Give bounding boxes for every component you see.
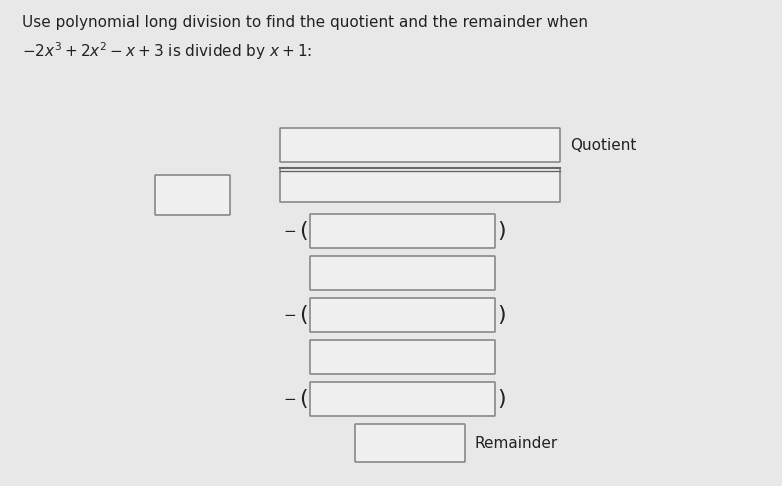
FancyBboxPatch shape [155,175,230,215]
Text: (: ( [300,221,308,241]
Text: Use polynomial long division to find the quotient and the remainder when: Use polynomial long division to find the… [22,15,588,30]
FancyBboxPatch shape [310,340,495,374]
FancyBboxPatch shape [280,128,560,162]
Text: ): ) [497,221,506,241]
FancyBboxPatch shape [280,168,560,202]
FancyBboxPatch shape [355,424,465,462]
Text: (: ( [300,389,308,409]
Text: $-2x^3 + 2x^2 - x + 3$ is divided by $x + 1$:: $-2x^3 + 2x^2 - x + 3$ is divided by $x … [22,40,312,62]
Text: −: − [283,308,296,323]
FancyBboxPatch shape [310,382,495,416]
Text: ): ) [497,305,506,325]
FancyBboxPatch shape [310,256,495,290]
Text: Remainder: Remainder [475,435,558,451]
FancyBboxPatch shape [310,214,495,248]
Text: ): ) [497,389,506,409]
Text: Quotient: Quotient [570,138,637,153]
Text: (: ( [300,305,308,325]
Text: −: − [283,224,296,239]
FancyBboxPatch shape [310,298,495,332]
Text: −: − [283,392,296,406]
